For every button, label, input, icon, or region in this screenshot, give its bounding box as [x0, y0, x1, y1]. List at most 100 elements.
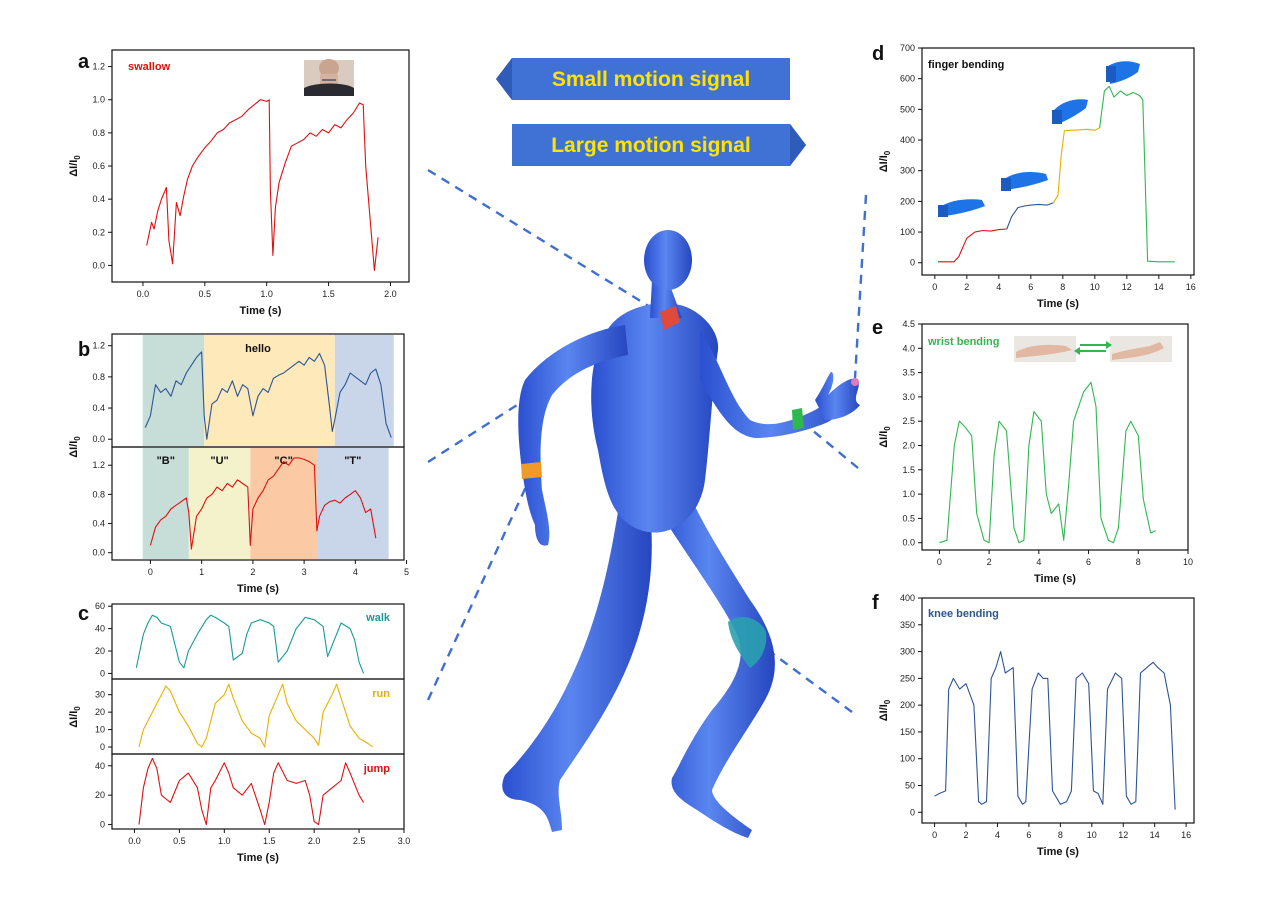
- xtick-label-a-1: 0.5: [199, 289, 212, 299]
- ytick-label-a-4: 0.8: [92, 128, 105, 138]
- xlabel-a: Time (s): [240, 305, 282, 317]
- series-line-d-3: [1099, 85, 1175, 263]
- ytick-label-c-run-1: 10: [95, 725, 105, 735]
- xtick-label-e-3: 6: [1086, 557, 1091, 567]
- knee-sensor: [728, 617, 767, 668]
- series-line-d-0: [938, 228, 1007, 263]
- plot-frame-d: [921, 47, 1195, 276]
- large-motion-label: Large motion signal: [551, 134, 751, 157]
- panel-letter-f: f: [872, 592, 879, 614]
- ytick-label-c-run-3: 30: [95, 690, 105, 700]
- xtick-label-c-jump-3: 1.5: [263, 836, 276, 846]
- ytick-label-c-jump-2: 40: [95, 761, 105, 771]
- glove-icons: [938, 61, 1140, 217]
- series-line-d-1: [1006, 202, 1054, 230]
- ylabel-a: ΔI/I0: [68, 155, 82, 177]
- xtick-label-e-2: 4: [1036, 557, 1041, 567]
- small-motion-label: Small motion signal: [552, 68, 750, 91]
- series-label-c-jump: jump: [363, 763, 391, 775]
- ytick-label-e-7: 3.5: [902, 368, 915, 378]
- xtick-label-c-jump-6: 3.0: [398, 836, 411, 846]
- band-b-bottom-0: [142, 448, 189, 559]
- series-label-b-top: hello: [245, 343, 271, 355]
- xtick-label-d-7: 14: [1154, 282, 1164, 292]
- panel-letter-d: d: [872, 43, 884, 65]
- xlabel-d: Time (s): [1037, 298, 1079, 310]
- chart-c-jump: 0 20 40 0.0 0.5 1.0 1.5 2.0 2.5 3.0 jump Time (s): [95, 753, 411, 864]
- xtick-label-a-3: 1.5: [322, 289, 335, 299]
- xtick-label-b-bottom-3: 3: [302, 567, 307, 577]
- xlabel-b-bottom: Time (s): [237, 583, 279, 595]
- xtick-label-f-8: 16: [1181, 830, 1191, 840]
- series-line-c-jump-0: [138, 757, 365, 826]
- xtick-label-b-bottom-2: 2: [250, 567, 255, 577]
- chart-d: 0 100 200 300 400 500 600 700 0 2 4 6 8 10 12 14 16 finge…: [878, 43, 1196, 310]
- xlabel-c-jump: Time (s): [237, 852, 279, 864]
- chart-b-bottom: "B" "U" "C" "T" 0.0 0.4 0.8 1.2 0 1 2 3 4 5 Time (s) ΔI…: [68, 436, 409, 595]
- ytick-label-b-bottom-1: 0.4: [92, 519, 105, 529]
- band-b-bottom-1: [188, 448, 251, 559]
- series-line-b-bottom-0: [149, 457, 377, 550]
- ytick-label-a-6: 1.2: [92, 62, 105, 72]
- ytick-label-e-3: 1.5: [902, 465, 915, 475]
- ytick-label-b-top-2: 0.8: [92, 372, 105, 382]
- band-b-top-2: [334, 335, 394, 446]
- xtick-label-f-0: 0: [932, 830, 937, 840]
- small-motion-banner: Small motion signal: [496, 58, 790, 100]
- xtick-label-a-0: 0.0: [137, 289, 150, 299]
- chart-b-top: 0.0 0.4 0.8 1.2 hello: [92, 333, 405, 448]
- series-label-d: finger bending: [928, 59, 1004, 71]
- ytick-label-c-walk-3: 60: [95, 601, 105, 611]
- plot-frame-c-walk: [111, 603, 405, 680]
- band-b-bottom-3: [316, 448, 389, 559]
- ytick-label-f-6: 300: [900, 647, 915, 657]
- ytick-label-f-3: 150: [900, 727, 915, 737]
- ytick-label-a-0: 0.0: [92, 260, 105, 270]
- series-line-a-0: [146, 99, 379, 271]
- ytick-label-b-bottom-0: 0.0: [92, 548, 105, 558]
- series-label-c-run: run: [372, 688, 390, 700]
- chart-c-run: 0 10 20 30 run: [95, 678, 405, 755]
- ytick-label-e-0: 0.0: [902, 538, 915, 548]
- wrist-photo-insets: [1014, 336, 1172, 362]
- ytick-label-a-5: 1.0: [92, 95, 105, 105]
- chart-c-walk: 0 20 40 60 walk: [95, 601, 405, 680]
- ytick-label-e-8: 4.0: [902, 343, 915, 353]
- ytick-label-b-top-0: 0.0: [92, 434, 105, 444]
- xtick-label-e-5: 10: [1183, 557, 1193, 567]
- series-line-e-0: [939, 381, 1156, 544]
- ytick-label-d-6: 600: [900, 74, 915, 84]
- xtick-label-a-4: 2.0: [384, 289, 397, 299]
- ytick-label-c-walk-0: 0: [100, 668, 105, 678]
- ytick-label-b-top-1: 0.4: [92, 403, 105, 413]
- plot-frame-f: [921, 597, 1195, 824]
- ytick-label-d-5: 500: [900, 104, 915, 114]
- ytick-label-f-5: 250: [900, 673, 915, 683]
- chart-panels: 0.0 0.2 0.4 0.6 0.8 1.0 1.2 0.0 0.5 1.0 1.5 2.0 swal…: [68, 43, 1196, 864]
- plot-frame-a: [111, 49, 410, 283]
- xtick-label-f-7: 14: [1150, 830, 1160, 840]
- ytick-label-f-8: 400: [900, 593, 915, 603]
- band-b-bottom-2: [250, 448, 317, 559]
- band-label-b-bottom-2: "C": [274, 455, 292, 467]
- series-label-c-walk: walk: [365, 612, 391, 624]
- series-line-c-run-0: [138, 683, 373, 748]
- xtick-label-c-jump-5: 2.5: [353, 836, 366, 846]
- ytick-label-b-top-3: 1.2: [92, 341, 105, 351]
- xtick-label-d-6: 12: [1122, 282, 1132, 292]
- ytick-label-d-4: 400: [900, 135, 915, 145]
- band-label-b-bottom-0: "B": [157, 455, 175, 467]
- chart-a: 0.0 0.2 0.4 0.6 0.8 1.0 1.2 0.0 0.5 1.0 1.5 2.0 swal…: [68, 49, 410, 317]
- ytick-label-e-6: 3.0: [902, 392, 915, 402]
- xtick-label-e-1: 2: [987, 557, 992, 567]
- ytick-label-d-3: 300: [900, 166, 915, 176]
- xtick-label-f-5: 10: [1087, 830, 1097, 840]
- ytick-label-f-7: 350: [900, 620, 915, 630]
- ytick-label-f-1: 50: [905, 781, 915, 791]
- ytick-label-c-jump-0: 0: [100, 820, 105, 830]
- wrist-sensor-front: [792, 408, 804, 430]
- plot-frame-c-run: [111, 678, 405, 755]
- xtick-label-d-0: 0: [932, 282, 937, 292]
- xtick-label-f-2: 4: [995, 830, 1000, 840]
